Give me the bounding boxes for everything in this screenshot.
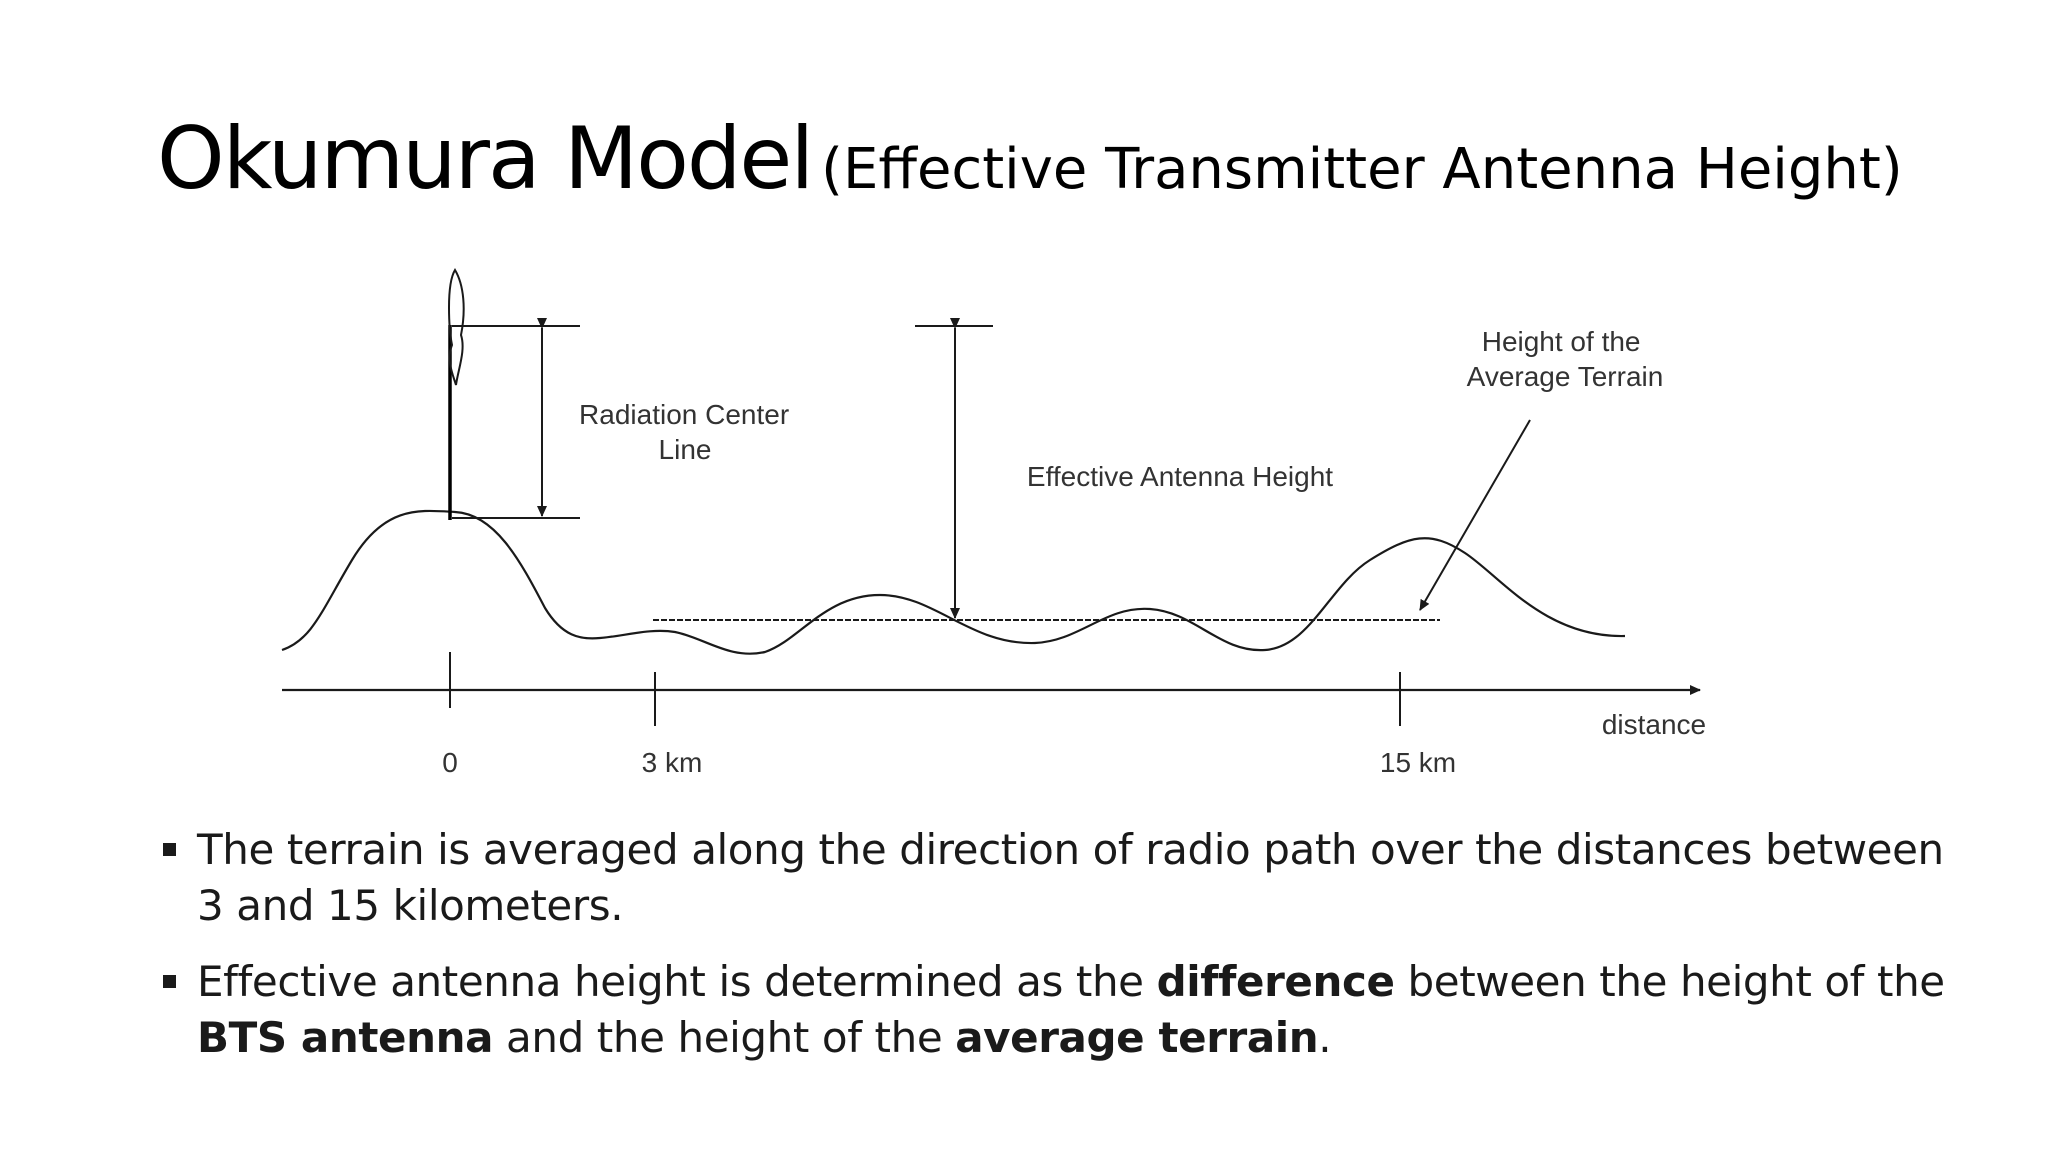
bullet-text: . (1318, 1013, 1332, 1062)
slide-title: Okumura Model (Effective Transmitter Ant… (157, 116, 1903, 202)
bullet-text: between the height of the (1394, 957, 1946, 1006)
bullet-text-bold: BTS antenna (197, 1013, 494, 1062)
slide-title-subtitle: (Effective Transmitter Antenna Height) (821, 137, 1903, 202)
effective-antenna-height-label: Effective Antenna Height (1027, 461, 1333, 492)
tick-label-0: 0 (442, 747, 458, 778)
slide-title-main: Okumura Model (157, 109, 814, 209)
bullet-square-icon (163, 975, 176, 988)
average-terrain-label: Height of the Average Terrain (1467, 326, 1664, 392)
bullet-text: and the height of the (493, 1013, 956, 1062)
antenna-icon (448, 268, 465, 386)
bullet-text: Effective antenna height is determined a… (197, 957, 1157, 1006)
bullet-square-icon (163, 843, 176, 856)
average-terrain-pointer (1419, 419, 1531, 611)
terrain-profile (281, 509, 1626, 655)
radiation-center-label: Radiation Center Line (579, 399, 797, 465)
bullet-text: The terrain is averaged along the direct… (197, 825, 1944, 930)
bullet-text-bold: average terrain (955, 1013, 1319, 1062)
bullet-list: The terrain is averaged along the direct… (157, 822, 1957, 1086)
distance-axis-label: distance (1602, 709, 1706, 740)
bullet-item: Effective antenna height is determined a… (157, 954, 1957, 1066)
tick-label-15km: 15 km (1380, 747, 1456, 778)
tick-label-3km: 3 km (642, 747, 703, 778)
bullet-item: The terrain is averaged along the direct… (157, 822, 1957, 934)
bullet-text-bold: difference (1156, 957, 1395, 1006)
